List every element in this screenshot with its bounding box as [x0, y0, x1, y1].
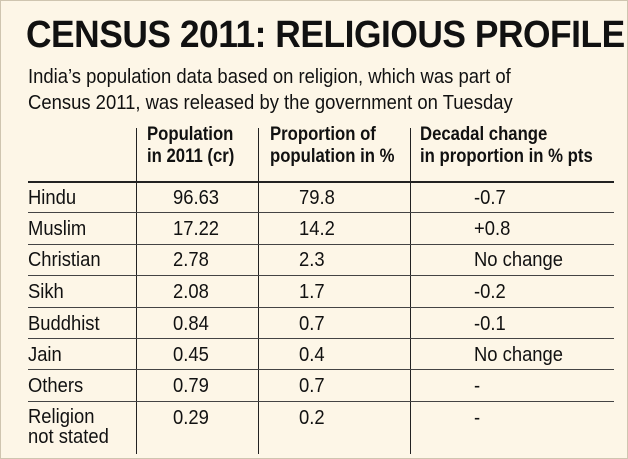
- table-row-buddhist: Buddhist 0.84 0.7 -0.1: [0, 310, 628, 341]
- change-cell: -0.7: [474, 187, 506, 209]
- table-row-sikh: Sikh 2.08 1.7 -0.2: [0, 278, 628, 309]
- table-row-others: Others 0.79 0.7 -: [0, 372, 628, 403]
- proportion-cell: 0.7: [299, 375, 325, 397]
- religion-cell: Hindu: [28, 187, 77, 209]
- population-cell: 0.45: [173, 344, 209, 366]
- column-header-proportion-line-2: population in %: [270, 146, 395, 167]
- proportion-cell: 1.7: [299, 281, 325, 303]
- column-divider-1: [136, 128, 137, 454]
- column-header-proportion: Proportion of population in %: [270, 124, 394, 168]
- table-row-christian: Christian 2.78 2.3 No change: [0, 246, 628, 277]
- religion-cell: Religion not stated: [28, 407, 109, 447]
- religion-cell-line-1: Religion: [28, 406, 95, 428]
- page-subtitle: India’s population data based on religio…: [28, 64, 559, 116]
- table-row-hindu: Hindu 96.63 79.8 -0.7: [0, 184, 628, 215]
- row-divider: [28, 244, 614, 245]
- row-divider: [28, 212, 614, 213]
- population-cell: 2.08: [173, 281, 209, 303]
- religion-cell: Others: [28, 375, 84, 397]
- column-header-decadal-change: Decadal change in proportion in % pts: [420, 124, 593, 168]
- column-header-population-line-1: Population: [147, 124, 234, 145]
- religion-cell: Muslim: [28, 218, 87, 240]
- row-divider: [28, 338, 614, 339]
- population-cell: 96.63: [173, 187, 220, 209]
- change-cell: -: [474, 375, 481, 397]
- proportion-cell: 0.7: [299, 313, 325, 335]
- population-cell: 17.22: [173, 218, 220, 240]
- column-divider-2: [258, 128, 259, 454]
- population-cell: 0.29: [173, 407, 209, 429]
- change-cell: -0.2: [474, 281, 506, 303]
- change-cell: +0.8: [474, 218, 511, 240]
- subtitle-line-1: India’s population data based on religio…: [28, 65, 511, 88]
- proportion-cell: 0.2: [299, 407, 325, 429]
- population-cell: 0.84: [173, 313, 209, 335]
- column-divider-3: [410, 128, 411, 454]
- population-cell: 0.79: [173, 375, 209, 397]
- proportion-cell: 79.8: [299, 187, 335, 209]
- row-divider: [28, 275, 614, 276]
- change-cell: No change: [474, 249, 564, 271]
- proportion-cell: 2.3: [299, 249, 325, 271]
- proportion-cell: 0.4: [299, 344, 325, 366]
- change-cell: No change: [474, 344, 564, 366]
- column-header-change-line-2: in proportion in % pts: [420, 146, 593, 167]
- row-divider: [28, 369, 614, 370]
- change-cell: -0.1: [474, 313, 506, 335]
- religion-cell: Sikh: [28, 281, 64, 303]
- table-row-religion-not-stated: Religion not stated 0.29 0.2 -: [0, 404, 628, 454]
- religion-cell-line-2: not stated: [28, 426, 109, 448]
- religion-cell: Jain: [28, 344, 62, 366]
- table-row-jain: Jain 0.45 0.4 No change: [0, 341, 628, 372]
- religion-cell: Christian: [28, 249, 101, 271]
- proportion-cell: 14.2: [299, 218, 335, 240]
- population-cell: 2.78: [173, 249, 209, 271]
- column-header-proportion-line-1: Proportion of: [270, 124, 376, 145]
- column-header-population: Population in 2011 (cr): [147, 124, 234, 168]
- column-header-change-line-1: Decadal change: [420, 124, 548, 145]
- subtitle-line-2: Census 2011, was released by the governm…: [28, 91, 513, 114]
- column-header-population-line-2: in 2011 (cr): [147, 146, 235, 167]
- row-divider: [28, 401, 614, 402]
- header-rule: [28, 181, 614, 183]
- row-divider: [28, 307, 614, 308]
- change-cell: -: [474, 407, 481, 429]
- page-title: CENSUS 2011: RELIGIOUS PROFILE: [26, 14, 625, 56]
- table-row-muslim: Muslim 17.22 14.2 +0.8: [0, 215, 628, 246]
- religion-cell: Buddhist: [28, 313, 100, 335]
